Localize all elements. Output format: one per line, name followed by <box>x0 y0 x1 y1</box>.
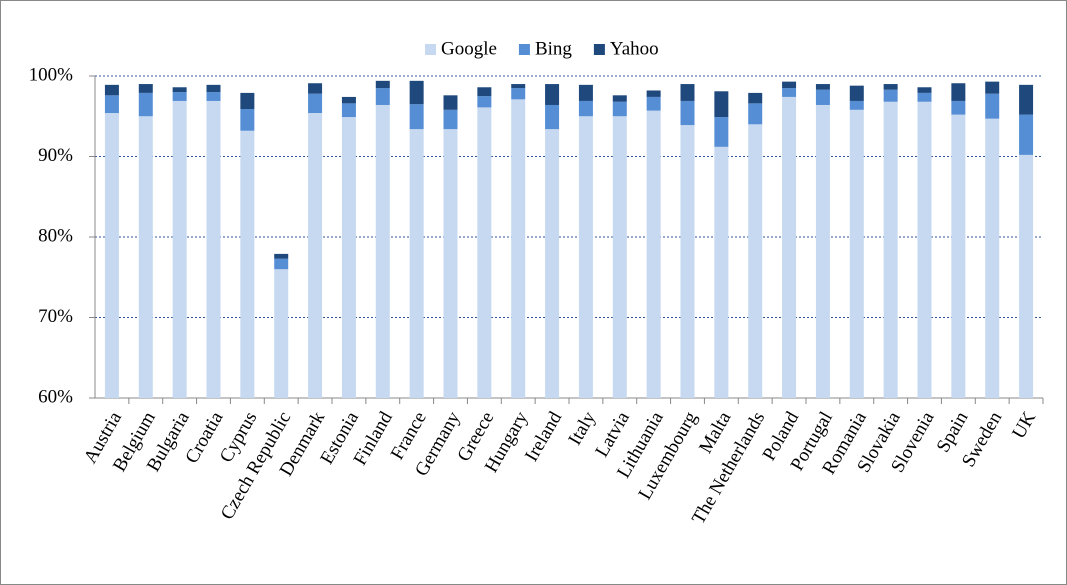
y-tick-label: 90% <box>38 145 73 166</box>
bar-segment <box>206 100 221 398</box>
bar-segment <box>680 84 695 101</box>
bar-segment <box>443 109 458 130</box>
bar-segment <box>917 92 932 102</box>
bar-segment <box>308 113 323 398</box>
bar-segment <box>748 92 763 104</box>
bar-segment <box>240 109 255 131</box>
bar-segment <box>341 103 356 118</box>
legend-label: Yahoo <box>610 38 659 59</box>
bar-segment <box>985 81 1000 94</box>
bar-segment <box>138 84 153 93</box>
bar-segment <box>477 107 492 399</box>
y-tick-label: 60% <box>38 386 73 407</box>
bar-segment <box>172 100 187 398</box>
legend-label: Google <box>441 38 497 59</box>
bar-segment <box>578 100 593 117</box>
bar-segment <box>815 104 830 398</box>
bar-segment <box>714 146 729 398</box>
bar-segment <box>477 96 492 108</box>
bar-segment <box>646 110 661 399</box>
bar-segment <box>409 104 424 130</box>
bar-segment <box>443 129 458 398</box>
bar-segment <box>206 92 221 101</box>
bar-segment <box>951 100 966 115</box>
bar-segment <box>240 92 255 110</box>
bar-segment <box>308 83 323 94</box>
bar-segment <box>341 96 356 104</box>
bar-segment <box>612 95 627 102</box>
bar-segment <box>341 117 356 399</box>
bar-segment <box>511 88 526 100</box>
bar-segment <box>104 95 119 114</box>
bar-segment <box>1019 154 1034 398</box>
bar-segment <box>578 84 593 101</box>
bar-segment <box>274 253 289 259</box>
bar-segment <box>782 88 797 97</box>
y-tick-label: 80% <box>38 225 73 246</box>
bar-segment <box>612 101 627 117</box>
bar-segment <box>274 258 289 270</box>
bar-segment <box>545 104 560 130</box>
bar-segment <box>883 89 898 102</box>
bar-segment <box>748 103 763 125</box>
bar-segment <box>545 129 560 398</box>
bar-segment <box>138 92 153 117</box>
bar-segment <box>748 124 763 399</box>
y-tick-label: 70% <box>38 306 73 327</box>
bar-segment <box>646 96 661 111</box>
bar-segment <box>680 100 695 126</box>
bar-segment <box>274 269 289 398</box>
bar-segment <box>646 90 661 97</box>
bar-segment <box>951 114 966 398</box>
bar-segment <box>375 104 390 398</box>
bar-segment <box>104 84 119 96</box>
bar-segment <box>409 80 424 105</box>
legend-label: Bing <box>535 38 572 59</box>
bar-segment <box>138 116 153 398</box>
bar-segment <box>545 84 560 105</box>
bar-segment <box>172 87 187 93</box>
bar-segment <box>883 84 898 90</box>
bar-segment <box>477 87 492 97</box>
legend-swatch <box>518 44 530 55</box>
bar-segment <box>849 109 864 398</box>
bar-segment <box>849 85 864 101</box>
bar-segment <box>917 101 932 398</box>
bar-segment <box>1019 84 1034 115</box>
bar-segment <box>409 129 424 398</box>
bar-segment <box>985 118 1000 398</box>
bar-segment <box>680 125 695 398</box>
bar-segment <box>104 113 119 398</box>
bar-segment <box>849 100 864 110</box>
bar-segment <box>240 130 255 399</box>
bar-segment <box>985 93 1000 119</box>
bar-segment <box>883 101 898 398</box>
bar-segment <box>815 89 830 105</box>
bar-segment <box>815 84 830 90</box>
bar-segment <box>951 83 966 101</box>
bar-segment <box>308 93 323 114</box>
bar-segment <box>1019 114 1034 155</box>
legend-swatch <box>593 44 605 55</box>
bar-segment <box>612 116 627 398</box>
bar-segment <box>714 117 729 147</box>
bar-segment <box>443 95 458 110</box>
bar-segment <box>714 91 729 118</box>
y-tick-label: 100% <box>29 64 74 85</box>
bar-segment <box>375 80 390 89</box>
bar-segment <box>511 99 526 398</box>
bar-segment <box>206 84 221 93</box>
bar-segment <box>782 81 797 89</box>
bar-segment <box>578 116 593 398</box>
bar-segment <box>917 87 932 93</box>
bar-segment <box>172 92 187 101</box>
legend-swatch <box>425 44 436 55</box>
bar-segment <box>511 84 526 89</box>
bar-segment <box>375 88 390 105</box>
bar-segment <box>782 96 797 399</box>
